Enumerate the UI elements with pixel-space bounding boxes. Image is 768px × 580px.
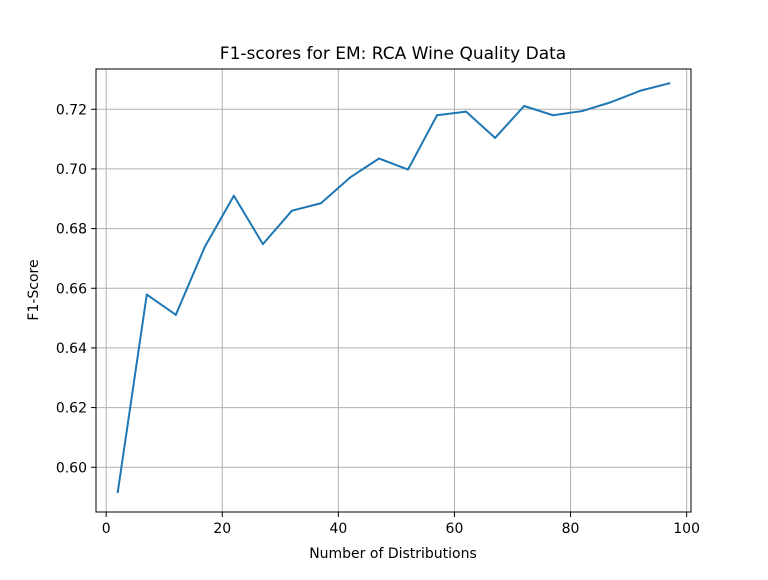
grid [96, 69, 691, 512]
series-layer [116, 82, 671, 494]
data-point [494, 136, 497, 139]
data-point [174, 313, 177, 316]
x-tick-label: 100 [673, 521, 700, 537]
data-point [145, 293, 148, 296]
data-point [436, 114, 439, 117]
data-point [668, 82, 671, 85]
y-tick-label: 0.72 [56, 102, 87, 118]
data-point [348, 176, 351, 179]
data-point [581, 110, 584, 113]
data-point [407, 168, 410, 171]
data-point [465, 110, 468, 113]
x-axis-label: Number of Distributions [309, 546, 477, 562]
y-tick-label: 0.66 [56, 281, 87, 297]
series-line [116, 82, 671, 494]
x-tick-label: 60 [446, 521, 464, 537]
x-axis: 0 20 40 60 80 100 [102, 512, 700, 537]
data-point [552, 114, 555, 117]
data-point [319, 202, 322, 205]
data-point [116, 491, 119, 494]
y-axis: 0.60 0.62 0.64 0.66 0.68 0.70 0.72 [56, 102, 96, 476]
data-point [377, 157, 380, 160]
data-point [610, 101, 613, 104]
y-tick-label: 0.60 [56, 460, 87, 476]
chart-title: F1-scores for EM: RCA Wine Quality Data [220, 44, 566, 64]
data-point [639, 89, 642, 92]
y-axis-label: F1-Score [26, 259, 42, 320]
data-point [290, 209, 293, 212]
y-tick-label: 0.62 [56, 401, 87, 417]
x-tick-label: 20 [213, 521, 231, 537]
data-point [261, 243, 264, 246]
x-tick-label: 0 [102, 521, 111, 537]
y-tick-label: 0.64 [56, 341, 87, 357]
data-point [523, 104, 526, 107]
y-tick-label: 0.68 [56, 222, 87, 238]
data-point [232, 194, 235, 197]
y-tick-label: 0.70 [56, 162, 87, 178]
plot-area-frame [95, 68, 692, 513]
data-point [203, 245, 206, 248]
x-tick-label: 80 [562, 521, 580, 537]
x-tick-label: 40 [329, 521, 347, 537]
